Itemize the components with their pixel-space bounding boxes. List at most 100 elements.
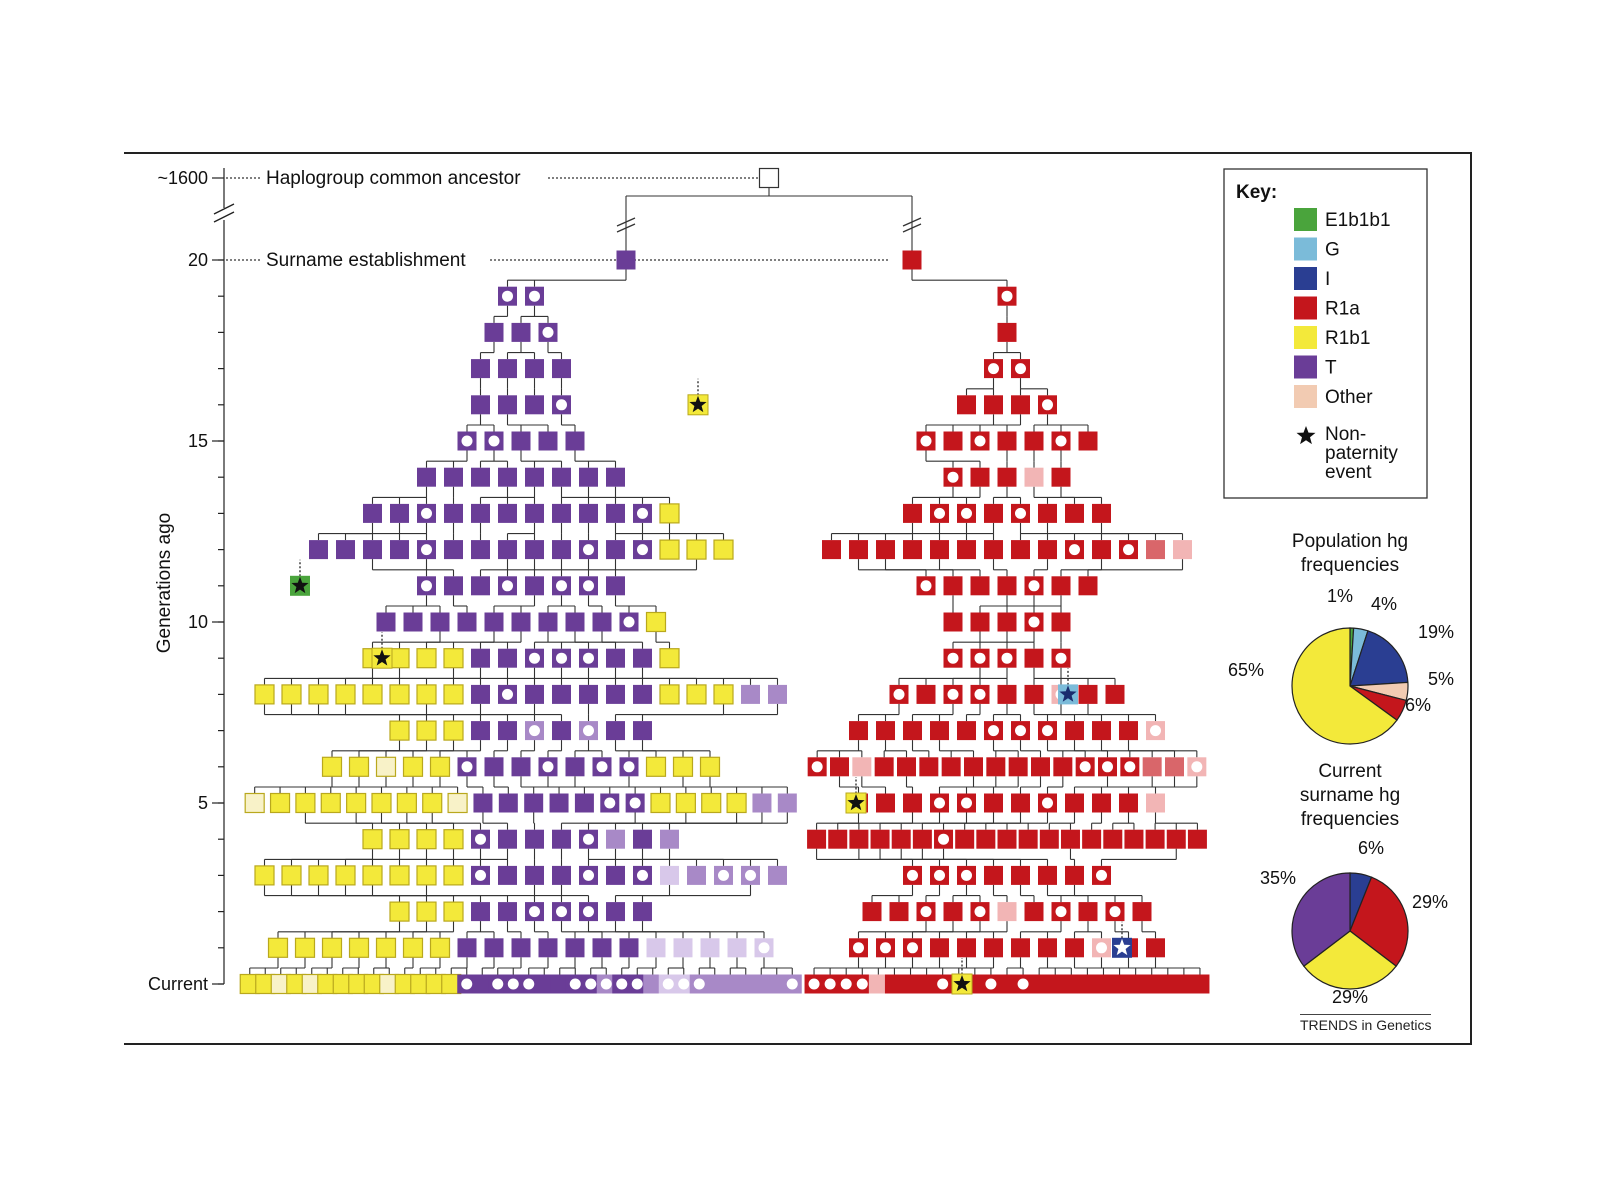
- population-pie-chart: Population hg frequencies 1% 4% 19% 5% 6% 65%: [1228, 531, 1454, 745]
- left-surname-node: [498, 467, 517, 487]
- right-surname-node: [1092, 503, 1111, 523]
- left-surname-node: [472, 974, 492, 994]
- right-surname-node: [1174, 974, 1194, 994]
- key-npe-label: paternity: [1325, 443, 1398, 464]
- left-surname-node: [443, 865, 464, 886]
- right-surname-node: [1051, 576, 1071, 596]
- key-swatch-g: [1294, 237, 1317, 261]
- left-surname-node: [552, 540, 571, 560]
- node-ring: [616, 978, 628, 990]
- left-surname-node: [403, 612, 423, 632]
- right-surname-node: [943, 576, 963, 596]
- left-surname-node: [362, 865, 383, 886]
- pie-slice-r1b1: [1303, 930, 1397, 990]
- right-surname-node: [997, 684, 1017, 704]
- left-surname-node: [363, 503, 382, 523]
- left-surname-node: [606, 721, 625, 741]
- left-surname-node: [430, 612, 450, 632]
- node-ring: [988, 725, 999, 737]
- node-ring: [907, 942, 918, 954]
- right-surname-node: [957, 721, 976, 741]
- node-ring: [596, 761, 608, 773]
- node-ring: [1102, 761, 1113, 773]
- left-surname-node: [768, 684, 787, 704]
- node-ring: [637, 869, 648, 881]
- left-surname-node: [741, 684, 760, 704]
- node-ring: [523, 978, 535, 990]
- key-swatch-t: [1294, 355, 1317, 379]
- left-surname-node: [726, 792, 747, 814]
- pie-label-r1a: 6%: [1405, 695, 1431, 715]
- node-ring: [1015, 363, 1026, 375]
- pie-slice-t: [1291, 872, 1351, 967]
- right-surname-node: [1060, 829, 1080, 849]
- left-surname-node: [565, 612, 585, 632]
- left-surname-node: [498, 540, 517, 560]
- left-surname-node: [471, 648, 490, 668]
- left-surname-node: [267, 937, 289, 958]
- left-surname-node: [390, 503, 409, 523]
- axis-label: Generations ago: [154, 513, 175, 654]
- right-surname-node: [1018, 829, 1038, 849]
- pedigree-tree: [239, 167, 1210, 995]
- left-surname-node: [321, 937, 343, 958]
- pie-title: frequencies: [1301, 809, 1399, 830]
- node-ring: [745, 869, 756, 881]
- right-surname-node: [1065, 938, 1084, 958]
- left-surname-node: [443, 648, 464, 669]
- left-surname-node: [321, 756, 343, 777]
- right-surname-node: [1011, 395, 1030, 415]
- node-ring: [937, 978, 949, 990]
- journal-credit: TRENDS in Genetics: [1300, 1014, 1432, 1033]
- right-surname-node: [1190, 974, 1210, 994]
- left-surname-node: [416, 865, 437, 886]
- node-ring: [502, 580, 513, 592]
- left-surname-node: [525, 829, 544, 849]
- right-surname-node: [970, 467, 990, 487]
- key-item-label: I: [1325, 269, 1330, 290]
- right-surname-node: [997, 974, 1017, 994]
- right-surname-node: [930, 721, 949, 741]
- pie-slice-r1a: [1349, 876, 1409, 967]
- node-ring: [583, 544, 594, 556]
- key-swatch-other: [1294, 385, 1317, 408]
- left-surname-node: [552, 865, 571, 885]
- pie-label-r1b1: 65%: [1228, 660, 1264, 680]
- axis-tick-label: ~1600: [157, 168, 208, 188]
- node-ring: [1017, 978, 1029, 990]
- key-npe-label: event: [1325, 462, 1372, 483]
- right-surname-node: [1103, 829, 1123, 849]
- right-surname-node: [807, 829, 827, 849]
- left-surname-node: [511, 612, 531, 632]
- node-ring: [502, 290, 513, 302]
- left-surname-node: [416, 720, 437, 741]
- left-surname-node: [498, 865, 517, 885]
- left-surname-node: [402, 756, 424, 777]
- right-surname-node: [917, 974, 937, 994]
- node-ring: [502, 688, 513, 700]
- pie-slice-r1b1: [1291, 627, 1398, 745]
- left-surname-node: [484, 938, 504, 958]
- right-surname-node: [1126, 974, 1146, 994]
- key-swatch-r1a: [1294, 296, 1317, 320]
- right-surname-node: [1024, 902, 1044, 922]
- left-surname-node: [525, 865, 544, 885]
- left-surname-node: [606, 829, 625, 849]
- left-surname-node: [713, 539, 734, 560]
- stem-break-mark: [902, 217, 922, 233]
- node-ring: [1015, 725, 1026, 737]
- pie-title: Current: [1318, 761, 1382, 782]
- left-surname-node: [389, 865, 410, 886]
- right-surname-node: [1078, 902, 1098, 922]
- right-surname-node: [943, 431, 963, 451]
- right-surname-node: [1158, 974, 1178, 994]
- left-surname-node: [443, 901, 464, 922]
- node-ring: [947, 652, 959, 664]
- right-surname-node: [1078, 576, 1098, 596]
- right-surname-node: [1142, 974, 1162, 994]
- node-ring: [811, 761, 823, 773]
- node-ring: [920, 580, 932, 592]
- left-surname-node: [498, 721, 517, 741]
- left-surname-node: [538, 612, 558, 632]
- left-surname-node: [429, 937, 451, 958]
